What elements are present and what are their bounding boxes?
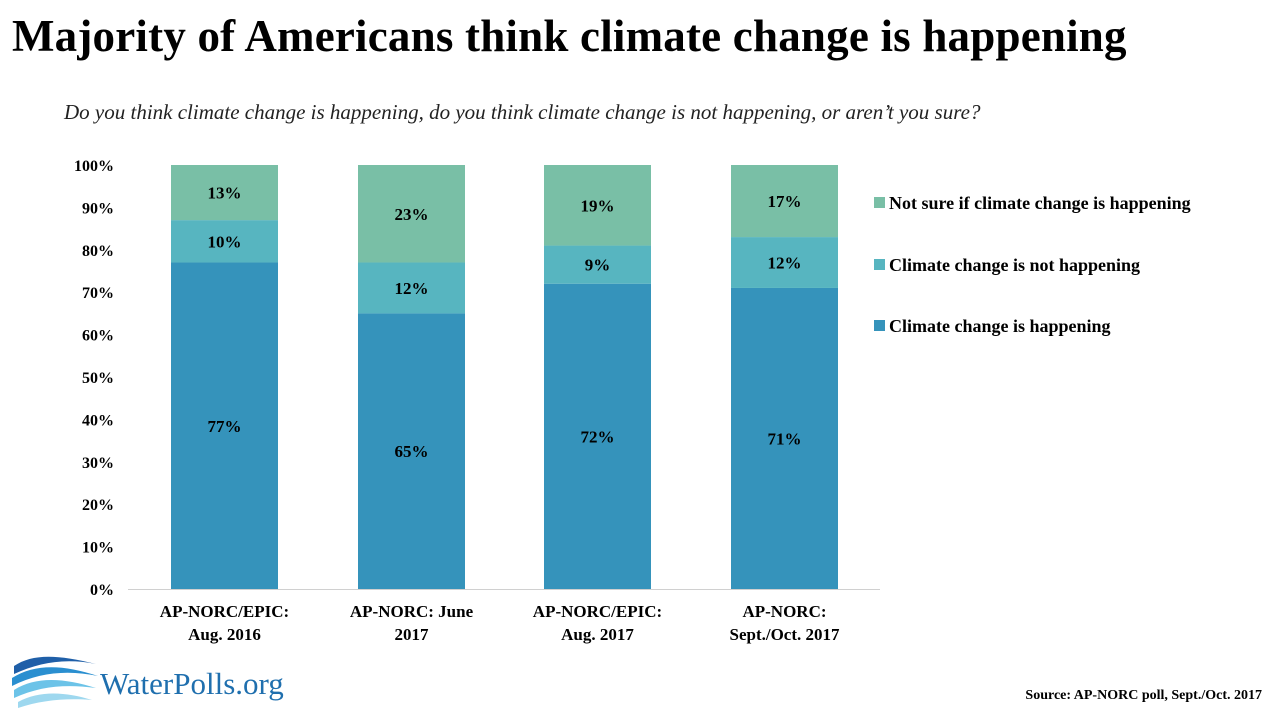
- bar-segment: [171, 220, 278, 263]
- data-label: 72%: [581, 427, 615, 446]
- bar-segment: [731, 165, 838, 238]
- y-tick-label: 20%: [82, 497, 114, 514]
- legend: Not sure if climate change is happening C…: [874, 193, 1191, 336]
- stacked-bar-chart: 0% 10% 20% 30% 40% 50% 60% 70% 80% 90% 100% 77% 10%…: [74, 158, 1191, 644]
- bar-segment: [544, 245, 651, 284]
- chart-subtitle: Do you think climate change is happening…: [64, 100, 981, 124]
- x-axis: AP-NORC/EPIC: Aug. 2016 AP-NORC: June 2017 A…: [128, 589, 880, 644]
- y-tick-label: 80%: [82, 243, 114, 260]
- data-label: 10%: [208, 232, 242, 251]
- bar-segment: [544, 283, 651, 589]
- y-tick-label: 40%: [82, 412, 114, 429]
- source-note: Source: AP-NORC poll, Sept./Oct. 2017: [1025, 688, 1262, 703]
- y-tick-label: 90%: [82, 200, 114, 217]
- data-label: 65%: [395, 442, 429, 461]
- data-label: 23%: [395, 205, 429, 224]
- data-label: 12%: [768, 254, 802, 273]
- y-tick-label: 0%: [90, 582, 114, 599]
- data-label: 9%: [585, 256, 611, 275]
- legend-label: Climate change is happening: [889, 316, 1111, 336]
- waterpolls-wave-logo: [12, 656, 98, 708]
- bar-segment: [171, 262, 278, 589]
- y-tick-label: 70%: [82, 285, 114, 302]
- x-category-label: AP-NORC/EPIC:: [533, 602, 662, 621]
- x-category-label: AP-NORC: June: [350, 602, 474, 621]
- y-tick-label: 100%: [74, 158, 114, 175]
- data-label: 19%: [581, 196, 615, 215]
- x-category-label: 2017: [395, 625, 430, 644]
- bar-segment: [171, 165, 278, 221]
- legend-label: Climate change is not happening: [889, 255, 1140, 275]
- legend-label: Not sure if climate change is happening: [889, 193, 1191, 213]
- legend-swatch: [874, 259, 885, 270]
- bar-segment: [731, 237, 838, 288]
- y-tick-label: 60%: [82, 328, 114, 345]
- x-category-label: Aug. 2017: [561, 625, 634, 644]
- bars: 77% 10% 13% 65% 12% 23% 72% 9% 19% 71% 12% 17%: [171, 165, 838, 589]
- bar-segment: [358, 313, 465, 589]
- y-tick-label: 10%: [82, 540, 114, 557]
- x-category-label: AP-NORC:: [742, 602, 826, 621]
- bar-segment: [358, 165, 465, 263]
- bar-segment: [731, 287, 838, 589]
- data-label: 17%: [768, 192, 802, 211]
- bar-segment: [358, 262, 465, 314]
- legend-swatch: [874, 320, 885, 331]
- logo-text[interactable]: WaterPolls.org: [100, 666, 284, 701]
- y-axis: 0% 10% 20% 30% 40% 50% 60% 70% 80% 90% 100%: [74, 158, 114, 599]
- legend-swatch: [874, 197, 885, 208]
- x-category-label: Aug. 2016: [188, 625, 261, 644]
- x-category-label: AP-NORC/EPIC:: [160, 602, 289, 621]
- data-label: 77%: [208, 417, 242, 436]
- y-tick-label: 50%: [82, 370, 114, 387]
- bar-segment: [544, 165, 651, 246]
- data-label: 12%: [395, 279, 429, 298]
- data-label: 13%: [208, 184, 242, 203]
- data-label: 71%: [768, 429, 802, 448]
- x-category-label: Sept./Oct. 2017: [729, 625, 840, 644]
- y-tick-label: 30%: [82, 455, 114, 472]
- chart-title: Majority of Americans think climate chan…: [12, 11, 1127, 61]
